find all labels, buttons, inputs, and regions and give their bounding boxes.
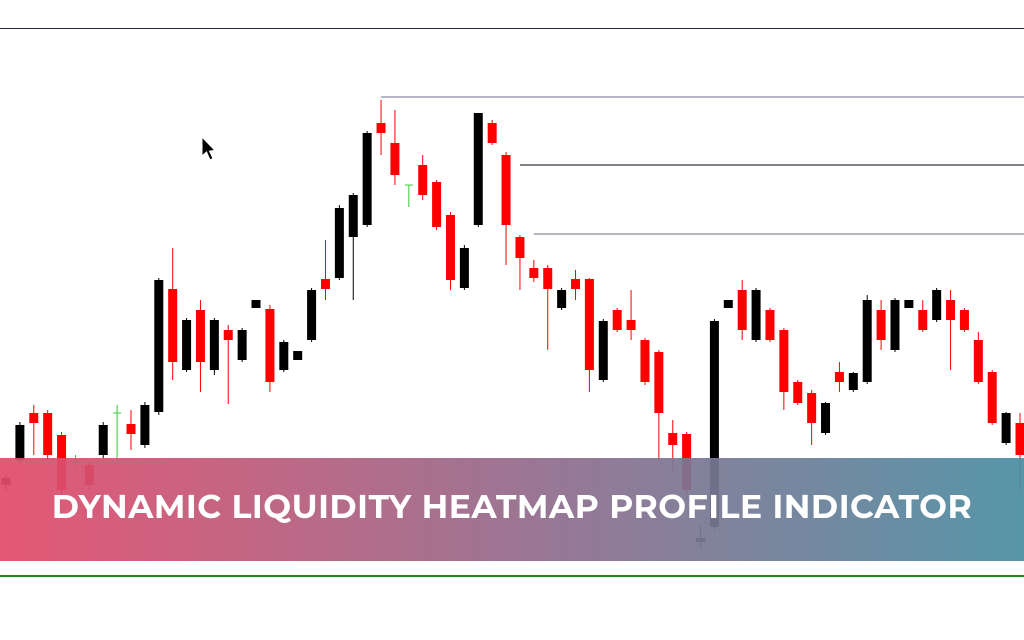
candle-body [279,342,289,370]
candle-body [418,165,428,195]
candle-body [793,382,803,403]
candle-body [932,290,942,320]
candle-body [501,155,511,225]
candle-body [15,425,25,460]
plot-area [0,96,1024,577]
candle-body [626,320,636,330]
candle-body [223,330,233,340]
candle-body [862,300,872,382]
candle-body [973,340,983,382]
candle-body [154,280,164,412]
candle-body [612,310,622,330]
candle-body [1015,423,1024,455]
banner [0,458,1024,561]
candle-body [571,279,581,289]
candle-body [584,279,594,370]
candle-body [543,268,553,289]
candle-body [376,123,386,133]
candle-body [751,290,761,340]
mouse-cursor [201,135,217,161]
candle-body [126,424,136,434]
candle-body [515,237,525,258]
candle-body [668,433,678,445]
candle-body [640,340,650,382]
candle-body [487,123,497,143]
candle-body [473,113,483,225]
candle-body [848,373,858,390]
candle-body [362,133,372,225]
candle-body [348,195,358,237]
banner-title: DYNAMIC LIQUIDITY HEATMAP PROFILE INDICA… [52,487,973,527]
candle-body [946,300,956,320]
candle-body [654,352,664,413]
candle-body [307,290,317,340]
candle-body [557,290,567,308]
candle-body [293,351,303,360]
candle-body [709,321,719,527]
candle-body [821,403,831,433]
candle-body [987,372,997,423]
candle-body [334,208,344,278]
candle-body [918,310,928,330]
candle-body [598,321,608,380]
candle-body [445,215,455,280]
candle-body [459,248,469,288]
candle-body [876,310,886,340]
candle-body [904,300,914,308]
candle-body [807,393,817,423]
candle-body [265,309,275,382]
candle-body [737,290,747,330]
candle-body [779,330,789,392]
candle-body [237,330,247,360]
candle-body [390,143,400,175]
candle-body [890,300,900,350]
candle-body [251,300,261,308]
candle-body [834,372,844,382]
candle-body [320,279,330,289]
candle-body [959,310,969,330]
candle-body [140,405,150,445]
candle-body [195,310,205,362]
candle-body [168,289,178,362]
candle-body [529,268,539,278]
candle-body [209,320,219,370]
candle-body [43,413,53,455]
candle-body [182,320,192,370]
candle-body [723,300,733,308]
candle-body [98,425,108,455]
candle-body [432,182,442,227]
candle-body [1001,413,1011,443]
candle-body [29,413,39,423]
candle-body [765,310,775,340]
